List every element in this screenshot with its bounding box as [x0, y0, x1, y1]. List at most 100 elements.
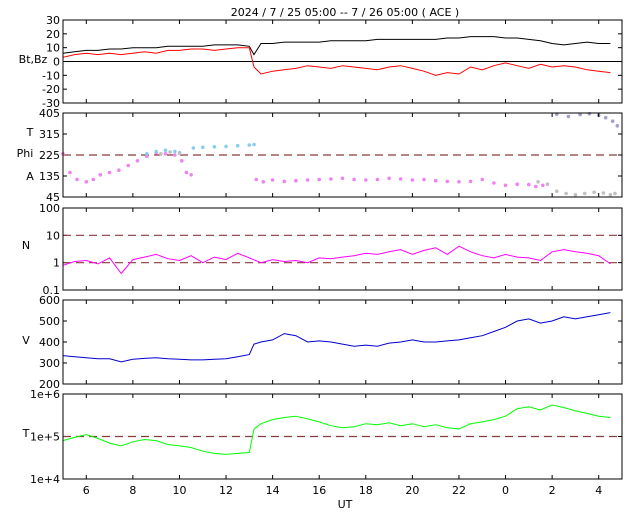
series-3 — [555, 111, 620, 128]
data-point — [201, 145, 205, 150]
data-point — [184, 170, 189, 175]
x-tick-label: 10 — [172, 484, 186, 497]
data-point — [457, 180, 461, 184]
x-tick-label: 20 — [405, 484, 419, 497]
data-point — [433, 178, 438, 183]
data-point — [282, 179, 287, 184]
data-point — [173, 149, 177, 154]
y-tick-label: 1 — [53, 257, 60, 270]
data-point — [410, 178, 415, 182]
data-point — [352, 177, 356, 182]
y-tick-label: 0 — [53, 56, 60, 69]
y-tick-label: 1e+4 — [30, 473, 60, 486]
data-point — [224, 144, 228, 149]
data-point — [191, 146, 196, 150]
panel-label: T — [22, 427, 30, 440]
y-tick-label: 10 — [46, 229, 60, 242]
data-point — [566, 114, 571, 119]
data-point — [492, 181, 496, 185]
data-point — [173, 153, 177, 157]
data-point — [177, 151, 182, 156]
panel-angles: 405 315 225 135 45 T Phi A — [17, 107, 623, 204]
y-tick-label: 405 — [39, 107, 60, 120]
x-tick-label: 8 — [129, 484, 136, 497]
y-tick-label: 20 — [46, 28, 60, 41]
y-tick-label: 500 — [39, 315, 60, 328]
data-point — [212, 145, 217, 149]
data-point — [159, 152, 163, 156]
data-point — [480, 177, 485, 182]
data-point — [375, 177, 380, 182]
data-point — [68, 170, 72, 175]
data-point — [126, 163, 130, 168]
data-point — [503, 183, 508, 188]
series-line-0 — [62, 312, 611, 363]
data-point — [555, 189, 559, 193]
data-point — [515, 182, 519, 186]
data-point — [329, 177, 333, 181]
x-tick-label: 14 — [266, 484, 280, 497]
data-point — [135, 159, 140, 163]
panel-temperature: 1e+6 1e+5 1e+4 T — [22, 388, 623, 486]
x-axis-label: UT — [338, 498, 353, 511]
panel-label: T — [26, 126, 34, 139]
data-point — [364, 178, 368, 182]
panels: 3020100-10-20-30Bt,Bz40531522513545TPhiA… — [17, 14, 623, 486]
data-point — [468, 179, 473, 184]
y-tick-label: 300 — [39, 357, 60, 370]
data-point — [117, 168, 121, 172]
data-point — [163, 148, 168, 153]
panel-frame — [62, 19, 623, 104]
panel-density: 100 10 1 0.1 N — [22, 202, 623, 297]
x-tick-label: 4 — [595, 484, 602, 497]
series-line-0 — [62, 404, 611, 455]
data-point — [180, 159, 184, 163]
x-tick-label: 2 — [549, 484, 556, 497]
x-axis: 6 8 10 12 14 16 18 20 22 0 2 4 — [83, 484, 602, 497]
series-line-0 — [62, 245, 611, 275]
data-point — [615, 124, 620, 128]
data-point — [254, 177, 259, 182]
data-point — [536, 180, 540, 184]
y-tick-label: 225 — [39, 149, 60, 162]
y-tick-label: 200 — [39, 378, 60, 391]
data-point — [527, 182, 531, 187]
series-2 — [159, 150, 617, 197]
data-point — [261, 180, 266, 184]
data-point — [247, 143, 252, 147]
y-tick-label: 600 — [39, 294, 60, 307]
data-point — [578, 112, 582, 117]
y-tick-label: -10 — [42, 69, 60, 82]
data-point — [235, 143, 240, 148]
data-point — [91, 177, 96, 182]
data-point — [564, 191, 568, 196]
data-point — [445, 179, 450, 184]
x-tick-label: 0 — [502, 484, 509, 497]
y-tick-label: 315 — [39, 128, 60, 141]
data-point — [573, 192, 578, 197]
data-point — [534, 184, 538, 189]
series-0 — [61, 150, 545, 189]
panel-label: N — [22, 239, 30, 252]
y-tick-label: 1e+6 — [30, 388, 60, 401]
y-tick-label: -30 — [42, 97, 60, 110]
data-point — [545, 182, 550, 186]
data-point — [387, 176, 391, 181]
panel-label: V — [22, 334, 30, 347]
series-line-0 — [62, 36, 611, 56]
panel-frame — [62, 393, 623, 480]
data-point — [340, 176, 345, 181]
data-point — [163, 152, 168, 156]
data-point — [75, 177, 79, 182]
data-point — [610, 119, 615, 123]
x-tick-label: 12 — [219, 484, 233, 497]
data-point — [84, 180, 89, 184]
y-tick-label: 400 — [39, 336, 60, 349]
y-tick-label: -20 — [42, 83, 60, 96]
data-point — [587, 111, 592, 116]
panel-frame — [62, 207, 623, 291]
panel-label: A — [26, 170, 34, 183]
x-tick-label: 6 — [83, 484, 90, 497]
data-point — [608, 192, 613, 197]
data-point — [168, 150, 172, 154]
